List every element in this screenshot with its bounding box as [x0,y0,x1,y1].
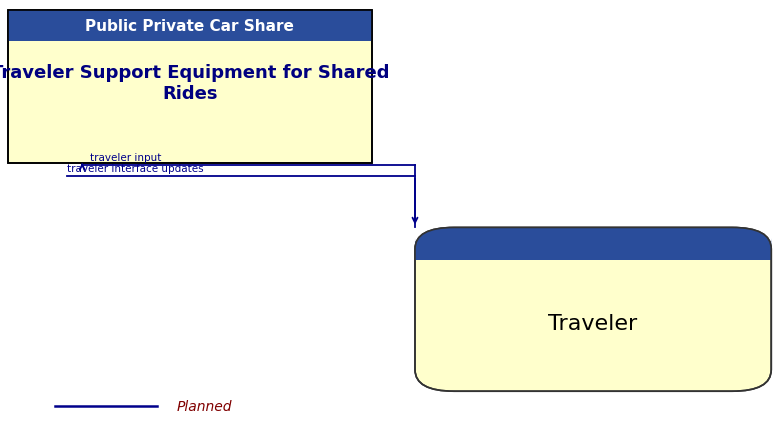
Text: Traveler Support Equipment for Shared
Rides: Traveler Support Equipment for Shared Ri… [0,64,389,102]
Text: Planned: Planned [176,399,232,413]
Text: traveler interface updates: traveler interface updates [67,164,203,174]
FancyBboxPatch shape [415,228,771,260]
Text: traveler input: traveler input [90,153,161,163]
Text: Public Private Car Share: Public Private Car Share [85,19,294,34]
FancyBboxPatch shape [8,11,372,163]
Text: Traveler: Traveler [549,313,637,333]
FancyBboxPatch shape [8,11,372,42]
FancyBboxPatch shape [415,228,771,391]
FancyBboxPatch shape [415,243,771,260]
